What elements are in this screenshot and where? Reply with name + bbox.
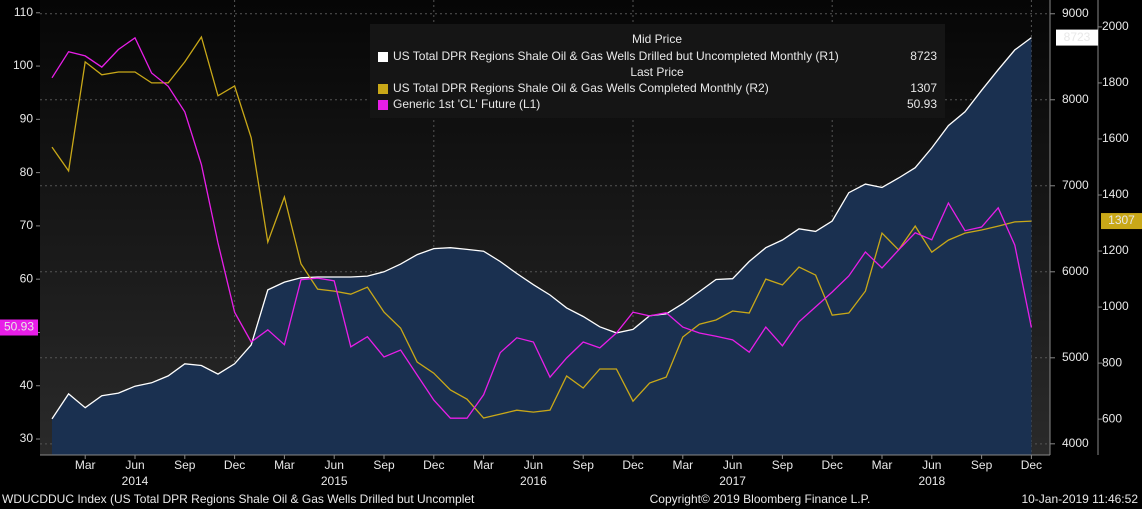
y-tick-label: 90 <box>20 112 34 126</box>
y2-tick-label: 4000 <box>1062 436 1089 450</box>
legend-header: Mid Price <box>632 32 682 46</box>
series-area <box>52 37 1032 455</box>
x-tick-label: Sep <box>971 458 993 472</box>
legend-label: US Total DPR Regions Shale Oil & Gas Wel… <box>393 49 839 63</box>
x-tick-label: Mar <box>672 458 693 472</box>
y-tick-label: 30 <box>20 431 34 445</box>
legend-swatch <box>378 52 388 62</box>
y2-tick-label: 6000 <box>1062 264 1089 278</box>
x-tick-label: Sep <box>772 458 794 472</box>
x-tick-label: Jun <box>723 458 742 472</box>
legend-swatch <box>378 84 388 94</box>
x-tick-label: Jun <box>524 458 543 472</box>
legend-value: 8723 <box>910 49 937 63</box>
last-value-label: 50.93 <box>4 320 34 334</box>
x-tick-label: Dec <box>423 458 444 472</box>
y2-tick-label: 7000 <box>1062 178 1089 192</box>
legend-value: 1307 <box>910 81 937 95</box>
x-tick-label: Jun <box>922 458 941 472</box>
legend-box <box>370 24 945 118</box>
x-tick-label: Mar <box>473 458 494 472</box>
x-tick-label: Dec <box>1021 458 1042 472</box>
legend-header: Last Price <box>630 65 684 79</box>
x-tick-label: Mar <box>75 458 96 472</box>
y3-tick-label: 1000 <box>1102 299 1129 313</box>
y3-tick-label: 1400 <box>1102 187 1129 201</box>
y-tick-label: 60 <box>20 271 34 285</box>
x-tick-label: Mar <box>274 458 295 472</box>
x-tick-label: Dec <box>224 458 245 472</box>
footer-right: 10-Jan-2019 11:46:52 <box>1021 492 1138 506</box>
y-tick-label: 40 <box>20 378 34 392</box>
x-tick-label: Mar <box>872 458 893 472</box>
last-value-label: 8723 <box>1064 30 1091 44</box>
x-tick-label: Sep <box>573 458 595 472</box>
x-year-label: 2017 <box>719 474 746 488</box>
x-tick-label: Dec <box>822 458 843 472</box>
y-tick-label: 80 <box>20 165 34 179</box>
x-tick-label: Sep <box>373 458 395 472</box>
series-line <box>51 37 1032 420</box>
x-tick-label: Dec <box>622 458 643 472</box>
y3-tick-label: 1800 <box>1102 75 1129 89</box>
y-tick-label: 100 <box>13 58 33 72</box>
y-tick-label: 70 <box>20 218 34 232</box>
y3-tick-label: 800 <box>1102 355 1122 369</box>
x-tick-label: Sep <box>174 458 196 472</box>
x-tick-label: Jun <box>325 458 344 472</box>
y3-tick-label: 1200 <box>1102 243 1129 257</box>
y3-tick-label: 600 <box>1102 411 1122 425</box>
x-year-label: 2016 <box>520 474 547 488</box>
last-value-tag <box>0 319 38 336</box>
y2-tick-label: 8000 <box>1062 92 1089 106</box>
x-year-label: 2018 <box>918 474 945 488</box>
last-value-label: 1307 <box>1108 213 1135 227</box>
footer-left: WDUCDDUC Index (US Total DPR Regions Sha… <box>2 492 475 506</box>
y3-tick-label: 1600 <box>1102 131 1129 145</box>
last-value-tag <box>1101 213 1142 230</box>
x-tick-label: Jun <box>125 458 144 472</box>
y3-tick-label: 2000 <box>1102 19 1129 33</box>
legend-label: US Total DPR Regions Shale Oil & Gas Wel… <box>393 81 769 95</box>
y-tick-label: 110 <box>14 5 33 19</box>
last-value-tag <box>1056 29 1098 46</box>
x-year-label: 2014 <box>122 474 149 488</box>
legend-label: Generic 1st 'CL' Future (L1) <box>393 97 540 111</box>
series-line <box>51 35 1032 419</box>
x-year-label: 2015 <box>321 474 348 488</box>
footer-center: Copyright© 2019 Bloomberg Finance L.P. <box>650 492 871 506</box>
y2-tick-label: 9000 <box>1062 6 1089 20</box>
series-line <box>51 36 1033 419</box>
legend-swatch <box>378 100 388 110</box>
y2-tick-label: 5000 <box>1062 350 1089 364</box>
legend-value: 50.93 <box>907 97 937 111</box>
